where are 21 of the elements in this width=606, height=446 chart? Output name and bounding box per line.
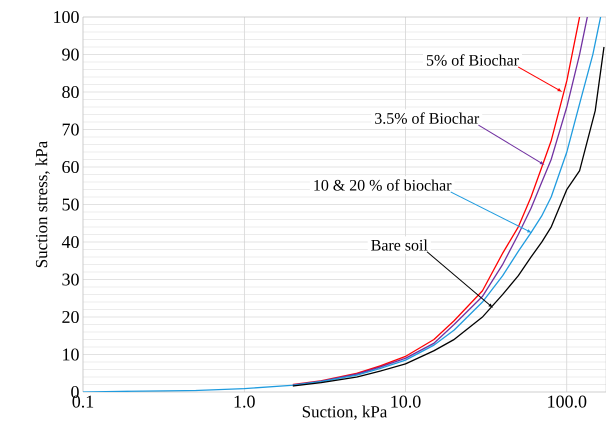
x-axis-title: Suction, kPa (302, 406, 388, 420)
y-tick-label: 20 (62, 310, 79, 324)
y-tick-label: 90 (62, 48, 79, 61)
y-tick-label: 0 (71, 386, 79, 398)
y-tick-label: 40 (62, 236, 79, 248)
x-tick-label: 1.0 (234, 396, 255, 408)
annotation: 3.5% of Biochar (375, 112, 480, 124)
x-tick-label: 10.0 (391, 396, 421, 408)
y-tick-label: 80 (62, 86, 79, 98)
y-tick-label: 50 (62, 198, 79, 211)
y-tick-label: 100 (54, 10, 79, 24)
annotation: 5% of Biochar (426, 54, 519, 66)
y-tick-label: 60 (62, 160, 79, 174)
x-tick-label: 100.0 (548, 396, 586, 408)
annotation: Bare soil (371, 239, 428, 251)
y-tick-label: 10 (63, 348, 79, 361)
y-tick-label: 30 (62, 273, 79, 286)
y-tick-label: 70 (62, 123, 79, 136)
x-tick-label: 0.1 (72, 396, 94, 408)
y-axis-title: Suction stress, kPa (35, 140, 50, 268)
annotation: 10 & 20 % of biochar (314, 179, 452, 191)
